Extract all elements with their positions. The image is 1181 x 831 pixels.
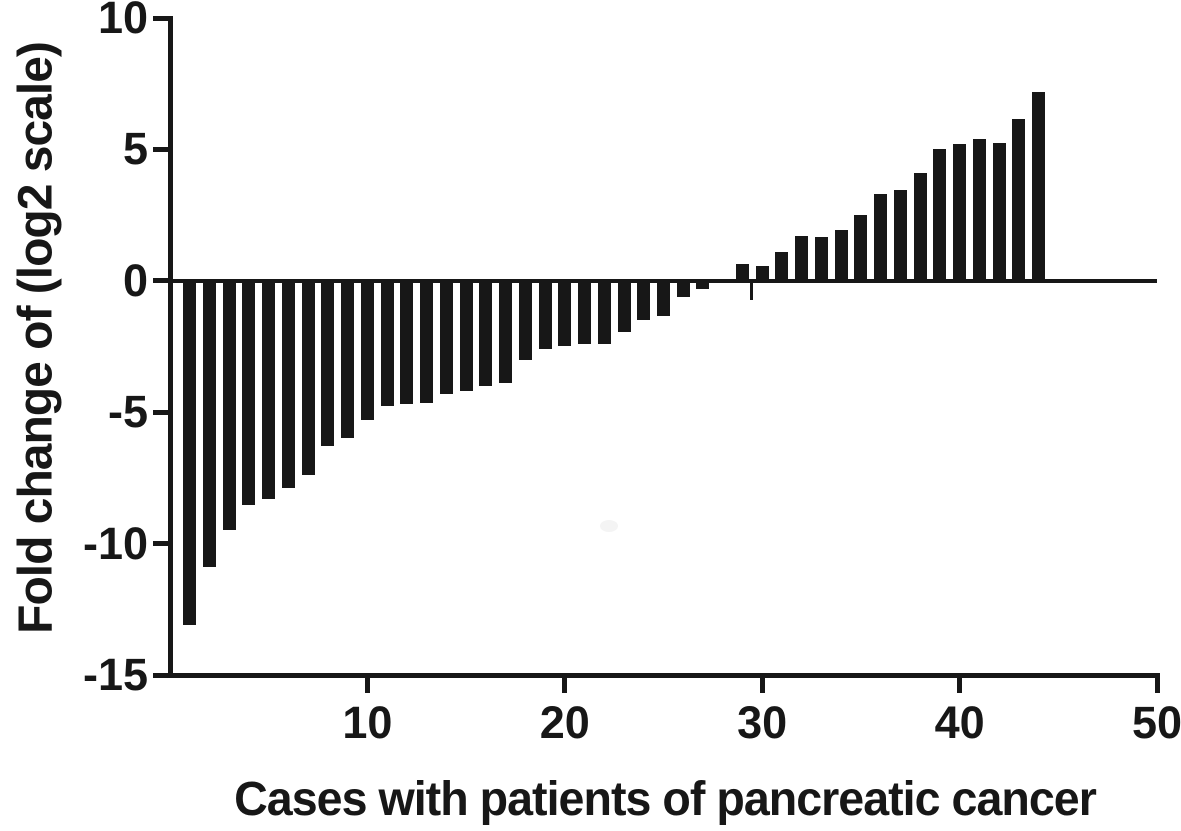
x-tick-10 bbox=[364, 675, 370, 693]
bar-case-32 bbox=[795, 236, 809, 281]
bar-case-26 bbox=[676, 280, 690, 297]
bar-case-25 bbox=[657, 280, 670, 317]
x-tick-50 bbox=[1154, 675, 1160, 693]
bar-case-41 bbox=[972, 138, 986, 281]
y-axis-line bbox=[167, 15, 173, 678]
x-axis-line bbox=[167, 672, 1160, 678]
bar-case-5 bbox=[262, 280, 276, 499]
bar-case-15 bbox=[459, 280, 473, 392]
x-tick-label-50: 50 bbox=[1131, 697, 1181, 748]
bar-case-24 bbox=[637, 280, 651, 321]
x-tick-40 bbox=[957, 675, 963, 693]
bar-case-27 bbox=[696, 280, 710, 289]
zero-baseline bbox=[170, 278, 1157, 283]
bar-case-16 bbox=[479, 280, 493, 386]
bar-case-7 bbox=[301, 280, 315, 476]
bar-case-19 bbox=[538, 280, 552, 350]
bar-case-23 bbox=[617, 280, 631, 333]
thin-spike-bar bbox=[749, 280, 754, 300]
scan-smudge-artifact bbox=[600, 520, 618, 532]
bar-case-9 bbox=[341, 280, 355, 439]
bar-case-37 bbox=[893, 190, 907, 281]
bar-case-17 bbox=[499, 280, 513, 384]
bar-case-10 bbox=[360, 280, 374, 421]
bar-case-21 bbox=[578, 280, 592, 344]
bar-case-11 bbox=[380, 280, 394, 406]
bar-case-44 bbox=[1032, 91, 1046, 281]
y-tick--15 bbox=[153, 672, 170, 678]
x-tick-30 bbox=[759, 675, 765, 693]
bar-case-8 bbox=[321, 280, 335, 447]
bar-case-12 bbox=[400, 280, 414, 405]
bar-case-13 bbox=[420, 280, 434, 403]
y-tick--10 bbox=[153, 541, 170, 547]
y-tick-10 bbox=[153, 15, 170, 21]
y-tick-label-10: 10 bbox=[97, 0, 148, 43]
bar-case-40 bbox=[953, 144, 967, 281]
bar-case-6 bbox=[281, 280, 295, 489]
y-tick--5 bbox=[153, 409, 170, 415]
y-tick-5 bbox=[153, 146, 170, 152]
bar-case-31 bbox=[775, 251, 789, 281]
bar-case-4 bbox=[242, 280, 256, 506]
x-tick-label-10: 10 bbox=[342, 697, 393, 748]
y-tick-label--15: -15 bbox=[82, 649, 148, 700]
bar-case-36 bbox=[874, 194, 888, 281]
y-tick-0 bbox=[153, 278, 170, 284]
bar-case-14 bbox=[439, 280, 453, 394]
bar-case-2 bbox=[202, 280, 216, 568]
bar-case-34 bbox=[834, 229, 848, 281]
bar-case-18 bbox=[518, 280, 532, 360]
y-tick-label--5: -5 bbox=[107, 386, 148, 438]
bar-case-35 bbox=[854, 215, 868, 281]
y-tick-label-0: 0 bbox=[122, 254, 148, 306]
bar-case-20 bbox=[558, 280, 572, 347]
y-tick-label-5: 5 bbox=[122, 123, 148, 175]
bar-case-38 bbox=[913, 173, 927, 281]
bar-case-29 bbox=[735, 263, 749, 281]
x-axis-title: Cases with patients of pancreatic cancer bbox=[234, 773, 1097, 826]
bar-case-43 bbox=[1012, 119, 1026, 281]
x-tick-label-20: 20 bbox=[539, 697, 590, 748]
bar-case-33 bbox=[814, 236, 828, 281]
bar-case-3 bbox=[222, 280, 236, 531]
x-tick-label-40: 40 bbox=[934, 697, 985, 748]
bar-case-1 bbox=[183, 280, 197, 626]
x-tick-label-30: 30 bbox=[737, 697, 788, 748]
bar-case-30 bbox=[755, 265, 769, 281]
y-tick-label--10: -10 bbox=[82, 517, 148, 569]
bar-case-42 bbox=[992, 142, 1006, 281]
x-tick-20 bbox=[562, 675, 568, 693]
bar-case-22 bbox=[597, 280, 611, 344]
bar-case-39 bbox=[933, 149, 947, 281]
